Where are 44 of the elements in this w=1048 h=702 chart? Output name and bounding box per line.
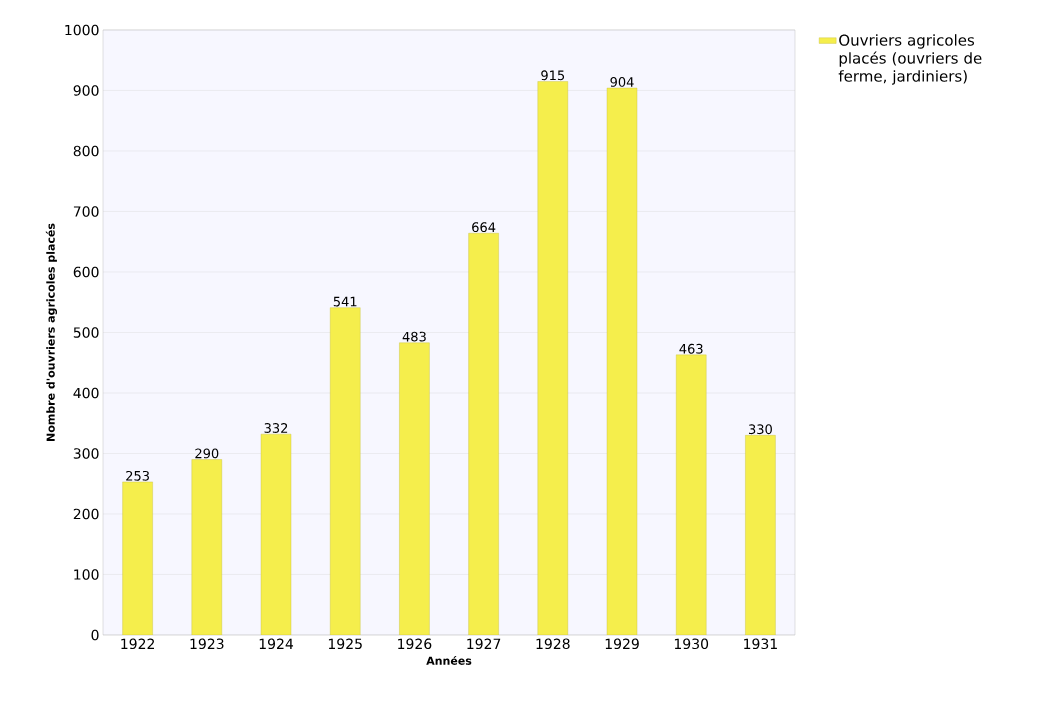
bar [537,81,569,635]
data-label: 904 [610,77,634,87]
bar [676,354,707,635]
bar [260,433,292,635]
data-label: 664 [472,222,496,233]
x-tick-label: 1929 [605,638,639,650]
legend-label: Ouvriers agricoles placés (ouvriers de ferme, jardiniers) [838,34,982,85]
y-tick-label: 700 [73,206,99,217]
y-tick-label: 400 [73,387,99,399]
x-tick-label: 1925 [328,638,362,650]
x-tick-label: 1928 [536,638,570,650]
y-tick-label: 1000 [65,24,99,36]
y-axis-title: Nombre d'ouvriers agricoles placés [45,223,58,441]
y-tick-label: 300 [73,448,99,459]
y-tick-label: 900 [73,85,99,96]
bar [745,435,776,635]
x-tick-label: 1926 [398,638,432,650]
y-tick-label: 200 [73,508,99,520]
bar [330,307,361,635]
data-label: 253 [126,470,149,481]
x-tick-label: 1923 [190,638,224,650]
bar [191,459,223,635]
x-tick-label: 1922 [121,638,155,650]
y-tick-label: 800 [73,145,99,157]
x-axis-title: Années [426,655,472,665]
x-tick-label: 1931 [744,638,777,650]
y-tick-label: 500 [73,327,99,338]
data-label: 330 [748,424,772,435]
x-tick-label: 1930 [674,638,709,650]
data-label: 290 [195,448,219,459]
bar [468,233,499,635]
bar [122,481,153,635]
y-tick-label: 0 [91,629,99,641]
data-label: 541 [333,296,357,307]
bar [399,342,430,635]
data-label: 332 [264,423,288,433]
x-tick-label: 1924 [259,638,294,650]
y-tick-label: 100 [74,569,99,580]
data-label: 483 [402,331,426,342]
x-tick-label: 1927 [467,638,501,650]
y-tick-label: 600 [73,266,99,278]
data-label: 915 [541,70,565,81]
bar [606,87,638,635]
data-label: 463 [679,343,703,354]
